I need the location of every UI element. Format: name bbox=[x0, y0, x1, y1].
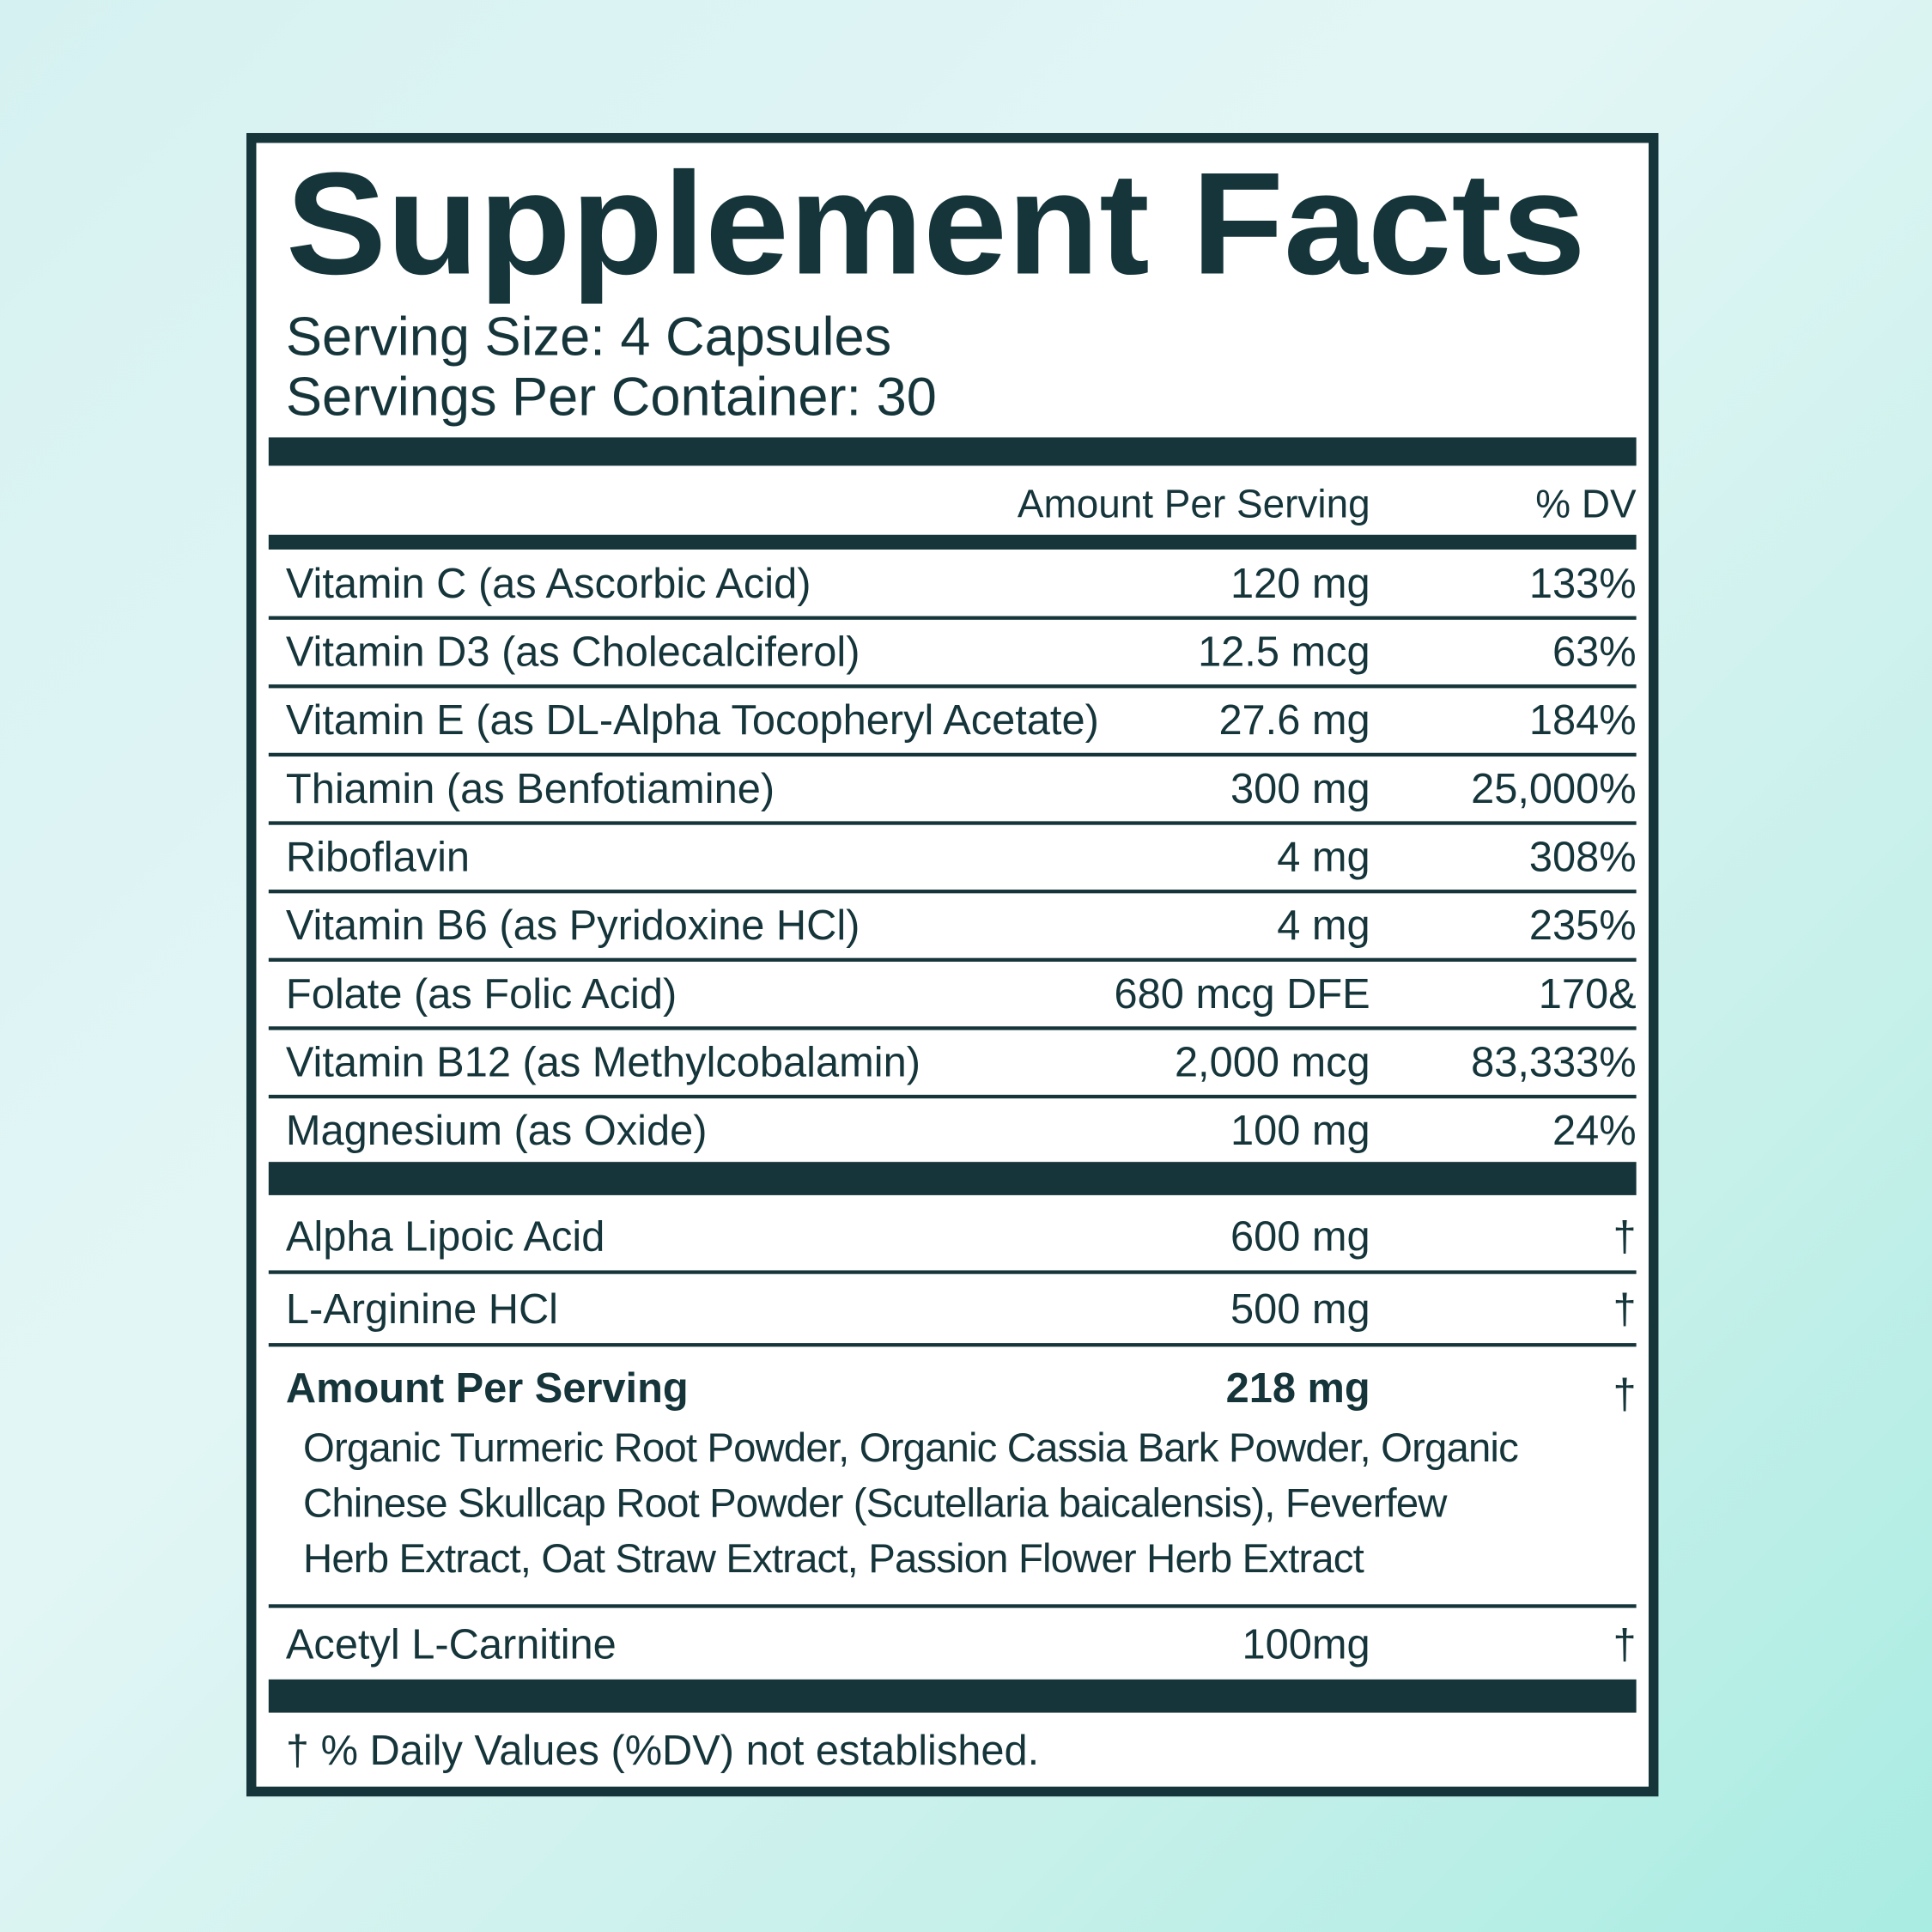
nutrient-dv: † bbox=[1613, 1621, 1636, 1668]
nutrient-name: Magnesium (as Oxide) bbox=[286, 1108, 708, 1154]
nutrient-name: Thiamin (as Benfotiamine) bbox=[286, 766, 775, 812]
blend-ingredients: Herb Extract, Oat Straw Extract, Passion… bbox=[303, 1536, 1364, 1582]
nutrient-name: Riboflavin bbox=[286, 835, 470, 881]
nutrient-amount: 4 mg bbox=[1277, 902, 1370, 949]
nutrient-name: Acetyl L-Carnitine bbox=[286, 1621, 617, 1668]
nutrient-dv: 24% bbox=[1552, 1108, 1637, 1154]
nutrient-amount: 500 mg bbox=[1230, 1286, 1370, 1333]
nutrient-name: L-Arginine HCl bbox=[286, 1286, 558, 1333]
nutrient-name: Vitamin C (as Ascorbic Acid) bbox=[286, 561, 811, 607]
row-rule bbox=[268, 616, 1637, 620]
row-rule bbox=[268, 684, 1637, 689]
nutrient-amount: 100mg bbox=[1242, 1621, 1370, 1668]
nutrient-dv: 184% bbox=[1529, 697, 1637, 744]
nutrient-amount: 12.5 mcg bbox=[1198, 629, 1370, 676]
thick-rule bbox=[268, 1162, 1637, 1195]
servings-per-container: Servings Per Container: 30 bbox=[286, 368, 937, 428]
nutrient-amount: 300 mg bbox=[1230, 766, 1370, 812]
column-header: Amount Per Serving bbox=[1018, 482, 1370, 526]
nutrient-name: Vitamin B12 (as Methylcobalamin) bbox=[286, 1039, 920, 1085]
serving-size: Serving Size: 4 Capsules bbox=[286, 307, 891, 367]
nutrient-dv: 83,333% bbox=[1471, 1039, 1637, 1085]
nutrient-amount: 600 mg bbox=[1230, 1213, 1370, 1260]
nutrient-amount: 120 mg bbox=[1230, 561, 1370, 607]
nutrient-amount: 100 mg bbox=[1230, 1108, 1370, 1154]
nutrient-amount: 2,000 mcg bbox=[1175, 1039, 1370, 1085]
label-frame bbox=[246, 132, 1659, 1797]
nutrient-name: Vitamin B6 (as Pyridoxine HCl) bbox=[286, 902, 860, 949]
row-rule bbox=[268, 1026, 1637, 1030]
row-rule bbox=[268, 1343, 1637, 1347]
row-rule bbox=[268, 752, 1637, 757]
blend-name: Amount Per Serving bbox=[286, 1365, 689, 1412]
row-rule bbox=[268, 1094, 1637, 1099]
nutrient-dv: 63% bbox=[1552, 629, 1637, 676]
nutrient-dv: 25,000% bbox=[1471, 766, 1637, 812]
row-rule bbox=[268, 821, 1637, 825]
blend-ingredients: Organic Turmeric Root Powder, Organic Ca… bbox=[303, 1425, 1518, 1471]
nutrient-dv: 133% bbox=[1529, 561, 1637, 607]
thick-rule bbox=[268, 1679, 1637, 1713]
row-rule bbox=[268, 957, 1637, 962]
nutrient-name: Vitamin D3 (as Cholecalciferol) bbox=[286, 629, 860, 676]
nutrient-dv: † bbox=[1613, 1371, 1636, 1418]
row-rule bbox=[268, 890, 1637, 894]
nutrient-dv: 308% bbox=[1529, 835, 1637, 881]
nutrient-amount: 27.6 mg bbox=[1218, 697, 1370, 744]
thick-rule bbox=[268, 437, 1637, 466]
row-rule bbox=[268, 1604, 1637, 1608]
nutrient-name: Vitamin E (as DL-Alpha Tocopheryl Acetat… bbox=[286, 697, 1099, 744]
nutrient-name: Folate (as Folic Acid) bbox=[286, 971, 677, 1018]
nutrient-dv: 170& bbox=[1539, 971, 1637, 1018]
column-header: % DV bbox=[1535, 482, 1637, 526]
title: Supplement Facts bbox=[286, 143, 1586, 305]
nutrient-name: Alpha Lipoic Acid bbox=[286, 1213, 605, 1260]
blend-amount: 218 mg bbox=[1226, 1365, 1370, 1412]
footnote: † % Daily Values (%DV) not established. bbox=[286, 1728, 1039, 1774]
nutrient-dv: † bbox=[1613, 1286, 1636, 1333]
blend-ingredients: Chinese Skullcap Root Powder (Scutellari… bbox=[303, 1480, 1448, 1526]
rule bbox=[268, 534, 1637, 550]
row-rule bbox=[268, 1270, 1637, 1274]
nutrient-amount: 4 mg bbox=[1277, 835, 1370, 881]
nutrient-dv: 235% bbox=[1529, 902, 1637, 949]
nutrient-amount: 680 mcg DFE bbox=[1115, 971, 1370, 1018]
nutrient-dv: † bbox=[1613, 1213, 1636, 1260]
